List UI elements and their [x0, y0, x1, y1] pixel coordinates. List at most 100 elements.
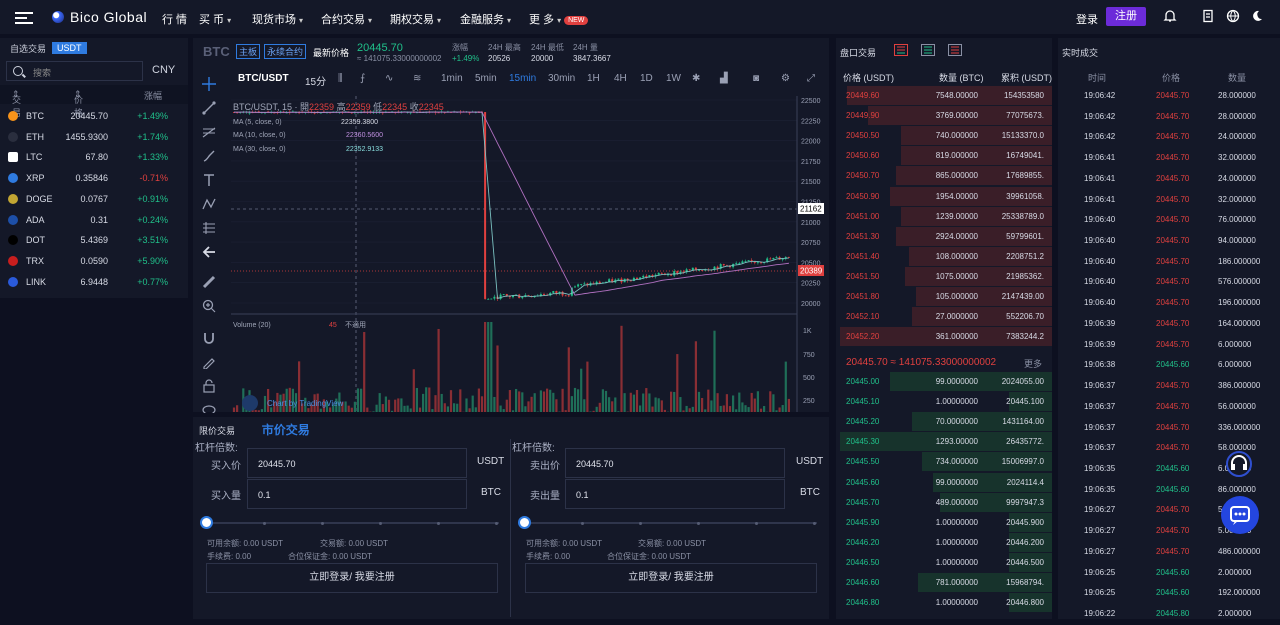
pencil-lock-icon[interactable]: [202, 355, 216, 369]
sell-amount-slider[interactable]: [525, 522, 817, 524]
bar-chart-icon[interactable]: ▟: [720, 73, 728, 84]
crosshair-icon[interactable]: [202, 77, 216, 91]
line-icon[interactable]: ∿: [385, 73, 393, 84]
currency-selector[interactable]: CNY: [152, 64, 175, 76]
tab-favorites[interactable]: 自选交易: [10, 42, 46, 55]
nav-item-finance[interactable]: 金融服务▾: [460, 11, 511, 27]
tag-main-board[interactable]: 主板: [236, 44, 260, 59]
pattern-icon[interactable]: [202, 197, 216, 211]
book-bids-icon[interactable]: [921, 44, 935, 56]
interval-1h[interactable]: 1H: [587, 73, 600, 84]
chat-icon[interactable]: [1221, 496, 1259, 534]
menu-icon[interactable]: [15, 12, 33, 23]
interval-30min[interactable]: 30min: [548, 73, 575, 84]
nav-item-more[interactable]: 更 多▾NEW: [529, 11, 588, 27]
buy-price-input[interactable]: 20445.70: [247, 448, 467, 478]
col-change[interactable]: 涨幅: [144, 89, 162, 102]
area-icon[interactable]: ≋: [413, 73, 421, 84]
support-headset-icon[interactable]: [1226, 451, 1252, 477]
projection-icon[interactable]: [202, 221, 216, 235]
more-link[interactable]: 更多: [1024, 357, 1042, 370]
arrow-left-icon[interactable]: [202, 245, 216, 259]
nav-item-contract[interactable]: 合约交易▾: [321, 11, 372, 27]
tab-market-order[interactable]: 市价交易: [262, 423, 310, 437]
settings-gear-icon[interactable]: ✱: [692, 73, 700, 84]
nav-item-spot[interactable]: 现货市场▾: [252, 11, 303, 27]
tab-usdt[interactable]: USDT: [52, 42, 87, 54]
gear-icon[interactable]: ⚙: [781, 73, 790, 84]
interval-4h[interactable]: 4H: [614, 73, 627, 84]
ma5-legend[interactable]: MA (5, close, 0): [233, 119, 282, 126]
ruler-icon[interactable]: [202, 275, 216, 289]
register-button[interactable]: 注册: [1106, 7, 1146, 26]
brush-icon[interactable]: [202, 149, 216, 163]
sell-slider-knob[interactable]: [518, 516, 531, 529]
eye-icon[interactable]: [202, 403, 216, 413]
lock-icon[interactable]: [202, 379, 216, 393]
col-pair[interactable]: 交易 ⇕: [12, 89, 20, 100]
book-both-icon[interactable]: [894, 44, 908, 56]
volume-legend[interactable]: Volume (20): [233, 322, 271, 329]
magnet-icon[interactable]: [202, 331, 216, 345]
col-price[interactable]: 价格 ⇕: [74, 89, 82, 100]
nav-item-options[interactable]: 期权交易▾: [390, 11, 441, 27]
interval-15min[interactable]: 15min: [509, 73, 536, 84]
login-link[interactable]: 登录: [1076, 11, 1098, 27]
price-chart[interactable]: 2250022250220002175021500212502100020750…: [231, 96, 829, 412]
sell-login-button[interactable]: 立即登录/ 我要注册: [525, 563, 817, 593]
document-icon[interactable]: [1201, 9, 1215, 23]
moon-icon[interactable]: [1250, 9, 1264, 23]
buy-amount-slider[interactable]: [207, 522, 499, 524]
candle-type-icon[interactable]: ⫼: [338, 73, 343, 84]
tab-limit-order[interactable]: 限价交易: [199, 426, 235, 436]
pair-label[interactable]: BTC/USDT: [238, 73, 289, 84]
sell-price-input[interactable]: 20445.70: [565, 448, 785, 478]
brand-logo[interactable]: Bico Global: [52, 9, 147, 25]
camera-icon[interactable]: ◙: [753, 73, 759, 84]
interval-1min[interactable]: 1min: [441, 73, 463, 84]
search-input[interactable]: 搜索: [6, 61, 143, 81]
zoom-icon[interactable]: [202, 299, 216, 313]
fib-icon[interactable]: [202, 125, 216, 139]
buy-login-button[interactable]: 立即登录/ 我要注册: [206, 563, 498, 593]
interval-5min[interactable]: 5min: [475, 73, 497, 84]
tag-perpetual[interactable]: 永续合约: [264, 44, 306, 59]
book-asks-icon[interactable]: [948, 44, 962, 56]
sell-qty-input[interactable]: 0.1: [565, 479, 785, 509]
indicator-icon[interactable]: ⨍: [360, 73, 365, 84]
text-icon[interactable]: [202, 173, 216, 187]
interval-1w[interactable]: 1W: [666, 73, 681, 84]
tradingview-watermark[interactable]: Chart by TradingView: [267, 399, 344, 408]
